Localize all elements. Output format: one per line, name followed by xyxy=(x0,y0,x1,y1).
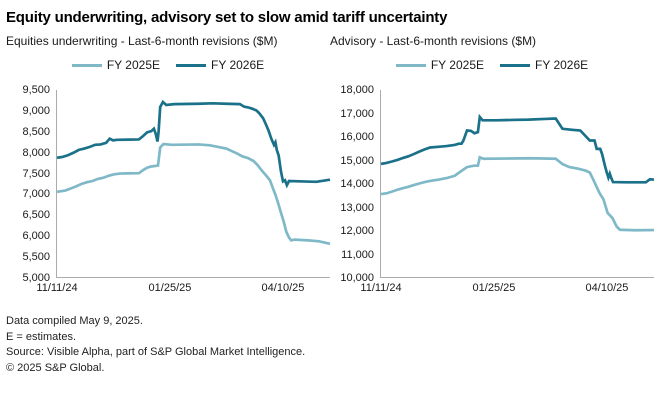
y-tick-label: 5,000 xyxy=(22,272,50,284)
subtitle-advisory: Advisory - Last-6-month revisions ($M) xyxy=(330,34,537,48)
subtitle-equities-underwriting: Equities underwriting - Last-6-month rev… xyxy=(6,34,278,48)
legend: FY 2025E FY 2026E xyxy=(6,57,330,73)
series-line-fy-2026e xyxy=(380,113,655,184)
page-title: Equity underwriting, advisory set to slo… xyxy=(6,9,448,26)
legend-swatch xyxy=(176,63,206,67)
x-axis-labels: 11/11/24 01/25/25 04/10/25 xyxy=(36,282,326,297)
legend-swatch xyxy=(395,63,426,67)
legend: FY 2025E FY 2026E xyxy=(330,57,654,73)
line-chart-svg xyxy=(56,99,331,246)
y-tick-label: 6,000 xyxy=(22,230,50,243)
legend-item: FY 2025E xyxy=(395,58,484,72)
y-tick-label: 8,000 xyxy=(22,146,50,159)
footnote-source: Source: Visible Alpha, part of S&P Globa… xyxy=(6,346,306,358)
footnotes: Data compiled May 9, 2025. E = estimates… xyxy=(6,314,654,376)
subtitle-row: Equities underwriting - Last-6-month rev… xyxy=(6,34,654,48)
y-axis-labels: 9,500 9,000 8,500 8,000 7,500 7,000 6,500 6,000… xyxy=(6,84,56,284)
y-tick-label: 6,500 xyxy=(22,209,50,222)
footnote-copyright: © 2025 S&P Global. xyxy=(6,361,105,374)
y-tick-label: 8,500 xyxy=(22,125,50,138)
footnote-data-compiled: Data compiled May 9, 2025. xyxy=(6,315,143,327)
x-tick-label: 11/11/24 xyxy=(36,282,78,294)
charts-container: FY 2025E FY 2026E 9,500 9,000 8,500 8,000 7,5… xyxy=(6,48,655,297)
y-tick-label: 5,500 xyxy=(22,251,50,264)
y-tick-label: 15,000 xyxy=(340,154,374,167)
x-tick-label: 01/25/25 xyxy=(148,282,192,294)
x-tick-label: 04/10/25 xyxy=(261,282,305,294)
y-tick-label: 11,000 xyxy=(341,248,374,261)
legend-item: FY 2026E xyxy=(176,58,264,72)
legend-item: FY 2026E xyxy=(500,58,588,72)
y-tick-label: 18,000 xyxy=(340,84,374,96)
x-axis-labels: 11/11/24 01/25/25 04/10/25 xyxy=(360,282,650,297)
y-tick-label: 12,000 xyxy=(340,225,374,237)
y-tick-label: 17,000 xyxy=(340,107,374,120)
footnote-estimates: E = estimates. xyxy=(6,330,77,343)
y-tick-label: 7,500 xyxy=(22,167,50,180)
x-tick-label: 04/10/25 xyxy=(585,282,629,294)
y-tick-label: 9,500 xyxy=(22,84,50,96)
chart-panel: FY 2025E FY 2026E 18,000 17,000 16,000 15,00… xyxy=(330,48,655,297)
y-axis-labels: 18,000 17,000 16,000 15,000 14,000 13,000 12,0… xyxy=(330,84,380,284)
y-tick-label: 14,000 xyxy=(340,178,374,190)
plot-area xyxy=(56,90,331,278)
legend-swatch xyxy=(500,63,530,67)
y-tick-label: 13,000 xyxy=(340,201,374,214)
series-line-fy-2026e xyxy=(56,99,331,189)
chart-area: 18,000 17,000 16,000 15,000 14,000 13,000 12,0… xyxy=(330,84,655,284)
y-tick-label: 16,000 xyxy=(340,131,374,143)
series-line-fy-2025e xyxy=(380,155,655,232)
series-line-fy-2025e xyxy=(56,142,331,246)
y-tick-label: 10,000 xyxy=(340,272,374,284)
x-tick-label: 01/25/25 xyxy=(472,282,516,294)
legend-item: FY 2025E xyxy=(71,58,160,72)
y-tick-label: 7,000 xyxy=(22,188,50,201)
legend-label: FY 2025E xyxy=(106,58,160,72)
plot-area xyxy=(380,90,655,278)
legend-label: FY 2026E xyxy=(211,58,265,72)
line-chart-svg xyxy=(380,113,655,232)
legend-swatch xyxy=(71,63,102,67)
chart-area: 9,500 9,000 8,500 8,000 7,500 7,000 6,500 6,000… xyxy=(6,84,331,284)
x-tick-label: 11/11/24 xyxy=(360,282,402,294)
y-tick-label: 9,000 xyxy=(22,104,50,117)
legend-label: FY 2025E xyxy=(430,58,484,72)
chart-panel: FY 2025E FY 2026E 9,500 9,000 8,500 8,000 7,5… xyxy=(6,48,331,297)
legend-label: FY 2026E xyxy=(535,58,589,72)
chart-figure: Equity underwriting, advisory set to slo… xyxy=(6,9,655,376)
